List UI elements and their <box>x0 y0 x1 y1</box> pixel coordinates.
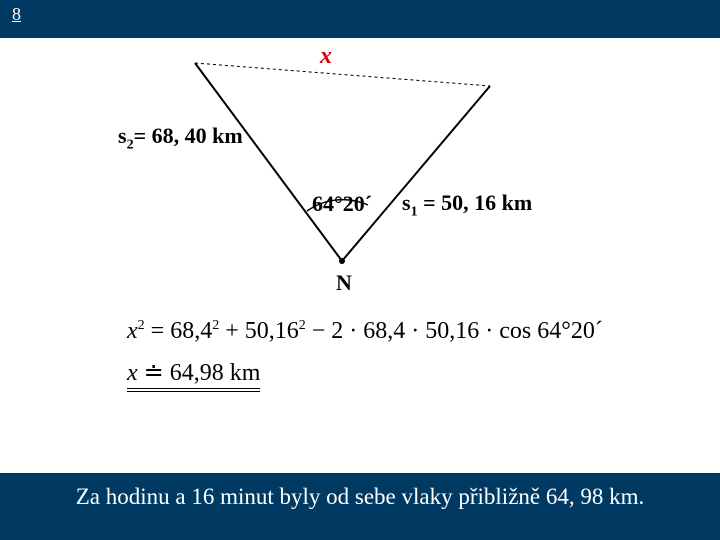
s2-label: s2= 68, 40 km <box>118 123 243 153</box>
triangle-diagram <box>115 38 585 298</box>
equation-cosine-law: x2 = 68,42 + 50,162 − 2 · 68,4 · 50,16 ·… <box>127 318 603 345</box>
s1-label: s1 = 50, 16 km <box>402 190 532 220</box>
footer-answer: Za hodinu a 16 minut byly od sebe vlaky … <box>0 484 720 510</box>
x-label: x <box>320 43 332 70</box>
apex-point <box>339 258 345 264</box>
edge-s2 <box>195 63 342 261</box>
equation-result: x ≐ 64,98 km <box>127 358 260 387</box>
dashed-top-edge <box>195 63 490 86</box>
edge-s1 <box>342 86 490 261</box>
n-label: N <box>336 270 352 296</box>
content-panel: x s2= 68, 40 km 64°20´ s1 = 50, 16 km N … <box>0 38 720 473</box>
triangle-svg <box>115 38 585 298</box>
angle-label: 64°20´ <box>312 191 372 217</box>
slide-number: 8 <box>12 4 21 25</box>
